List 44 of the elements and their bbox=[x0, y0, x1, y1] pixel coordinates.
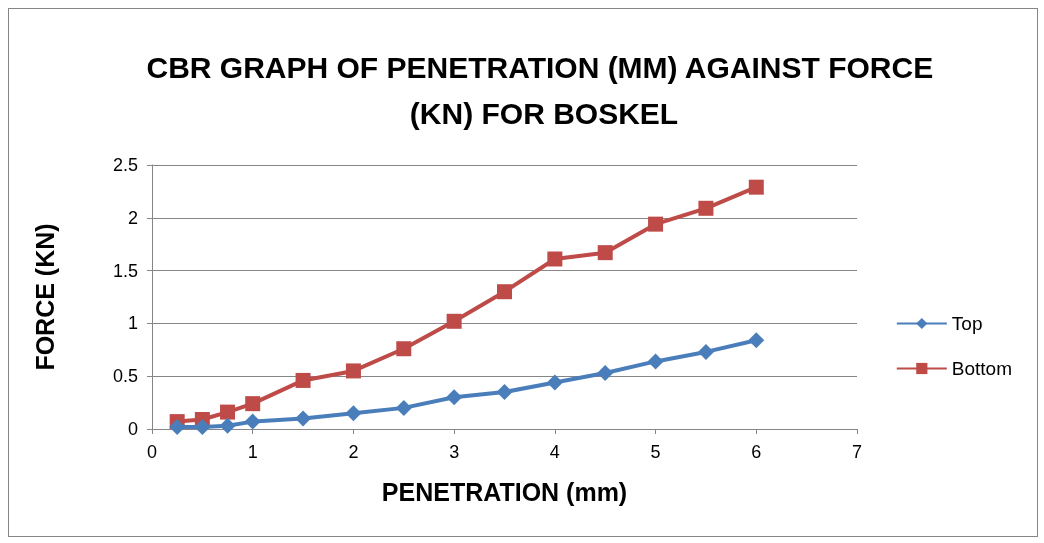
point bbox=[748, 179, 764, 195]
y-tick-label: 1.5 bbox=[112, 260, 138, 281]
point bbox=[345, 405, 362, 422]
x-tick-label: 1 bbox=[247, 442, 258, 462]
x-tick-label: 4 bbox=[549, 442, 560, 462]
point bbox=[295, 410, 312, 427]
point bbox=[244, 413, 261, 430]
y-tick-label: 0.5 bbox=[112, 366, 138, 387]
x-tick-label: 2 bbox=[348, 442, 359, 462]
point bbox=[648, 216, 664, 232]
point bbox=[446, 389, 463, 406]
point bbox=[245, 396, 261, 412]
point bbox=[446, 313, 462, 329]
point bbox=[496, 384, 513, 401]
point bbox=[395, 399, 412, 416]
point bbox=[546, 374, 563, 391]
y-axis-title: FORCE (KN) bbox=[30, 223, 59, 371]
y-tick-label: 0 bbox=[127, 419, 138, 439]
y-tick-label: 2 bbox=[127, 207, 138, 228]
point bbox=[194, 418, 211, 435]
point bbox=[698, 200, 714, 216]
point bbox=[295, 372, 311, 388]
point bbox=[547, 251, 563, 267]
chart-title: CBR GRAPH OF PENETRATION (MM) AGAINST FORCE (KN) FOR BOSKEL bbox=[146, 50, 942, 130]
point bbox=[748, 332, 765, 349]
x-tick-label: 3 bbox=[449, 442, 460, 462]
x-tick-label: 7 bbox=[851, 442, 863, 462]
point bbox=[597, 245, 613, 261]
point bbox=[497, 284, 512, 300]
point bbox=[219, 417, 236, 434]
x-axis-title: PENETRATION (mm) bbox=[381, 477, 628, 506]
legend-label: Top bbox=[951, 313, 983, 334]
x-tick-label: 6 bbox=[751, 442, 762, 462]
y-tick-label: 1 bbox=[127, 313, 138, 334]
point bbox=[396, 341, 412, 357]
point bbox=[697, 343, 714, 360]
x-tick-label: 5 bbox=[650, 442, 661, 462]
point bbox=[647, 353, 664, 370]
point bbox=[220, 404, 236, 420]
legend-label: Bottom bbox=[951, 358, 1013, 379]
point bbox=[345, 363, 361, 379]
y-tick-label: 2.5 bbox=[112, 155, 138, 175]
point bbox=[597, 365, 614, 382]
x-tick-label: 0 bbox=[146, 442, 158, 462]
